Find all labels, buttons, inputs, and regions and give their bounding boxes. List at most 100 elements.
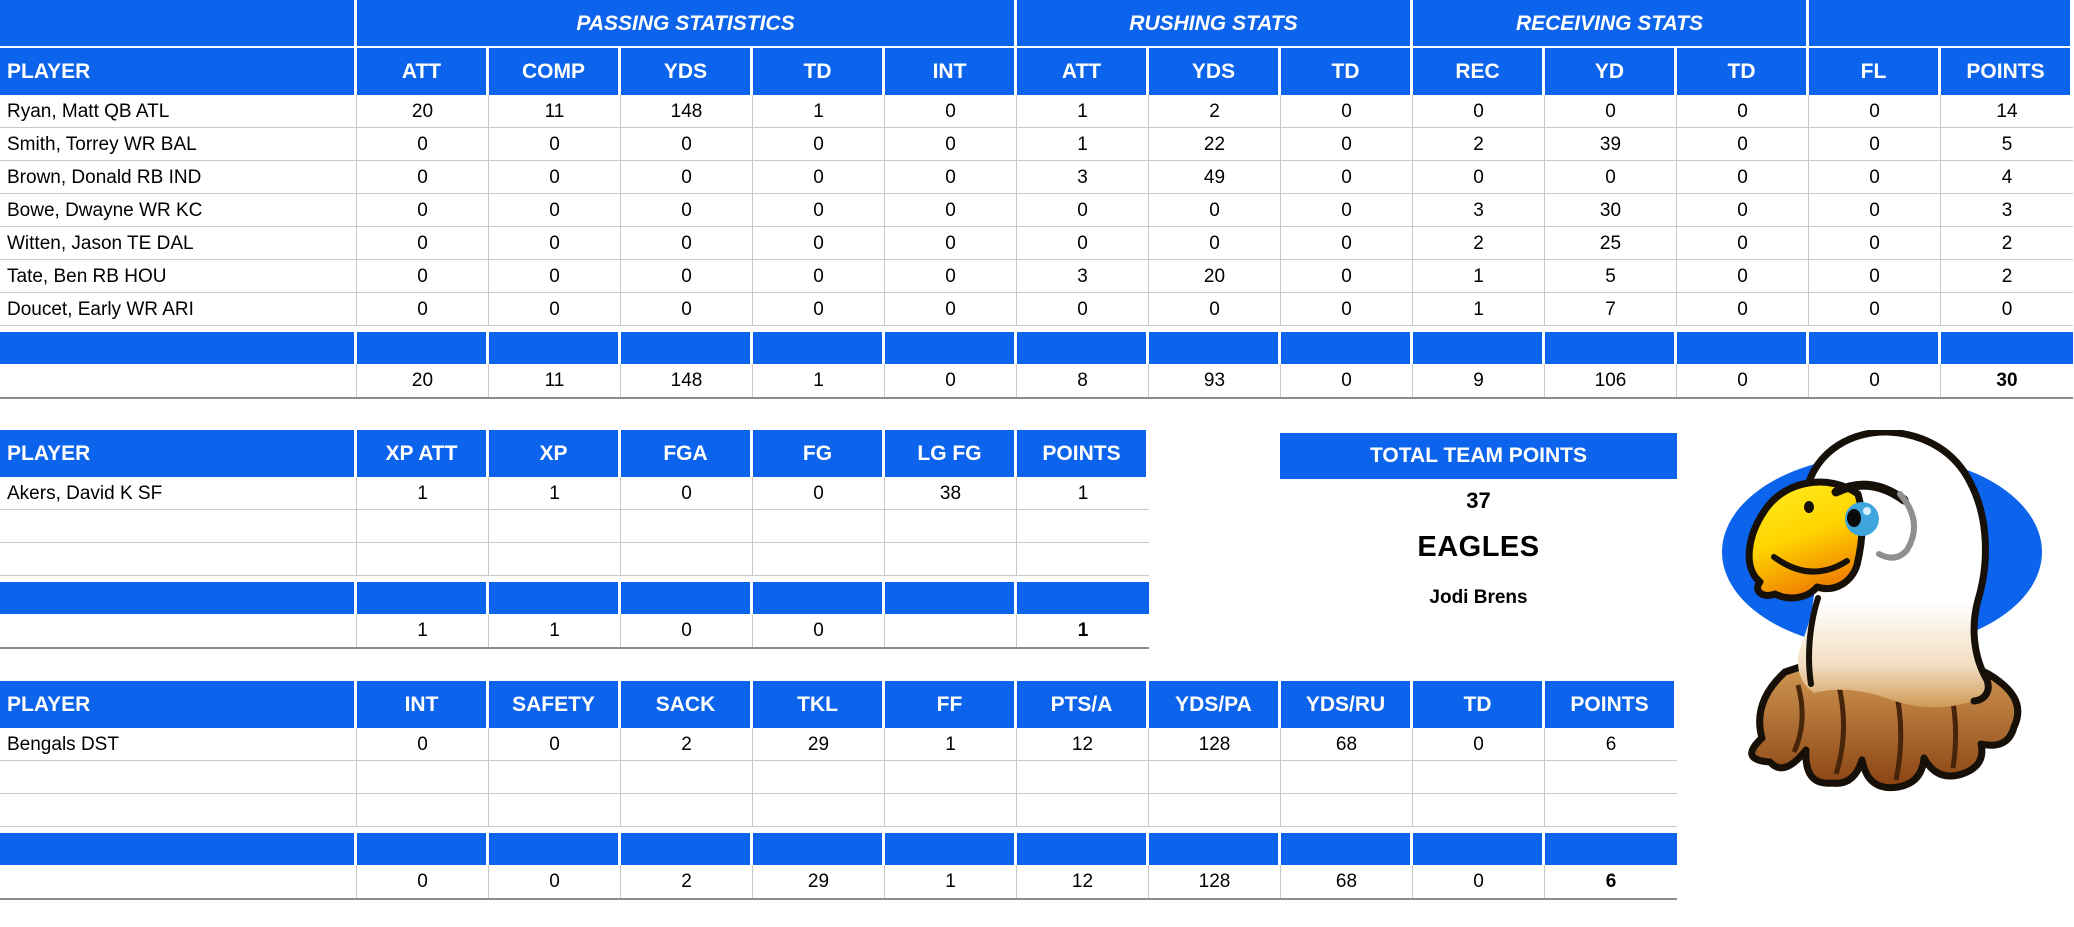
empty-cell xyxy=(489,510,621,543)
stat-cell: 0 xyxy=(357,293,489,326)
column-header: YDS xyxy=(621,48,753,95)
stat-cell: 0 xyxy=(885,161,1017,194)
totals-cell: 1 xyxy=(1077,620,1089,641)
stat-cell: 0 xyxy=(1281,95,1413,128)
stat-cell: 5 xyxy=(1941,128,2073,161)
separator-bar-cell xyxy=(621,833,753,865)
kicker-stats-table: PLAYER XP ATT XP FGA FG LG FG POINTS Akers, Dav… xyxy=(0,430,1149,649)
stat-cell: 2 xyxy=(1413,128,1545,161)
totals-cell: 68 xyxy=(1281,865,1413,898)
totals-cell: 106 xyxy=(1545,364,1677,397)
stat-cell: 0 xyxy=(489,728,621,761)
stat-cell: 0 xyxy=(1677,95,1809,128)
column-header: POINTS xyxy=(1545,681,1677,728)
stat-cell: 0 xyxy=(621,227,753,260)
stat-cell: 49 xyxy=(1149,161,1281,194)
stat-cell: 0 xyxy=(1677,260,1809,293)
stat-cell: 0 xyxy=(753,293,885,326)
stat-cell: 0 xyxy=(621,128,753,161)
stat-cell: 3 xyxy=(1017,260,1149,293)
stat-cell: 0 xyxy=(1281,260,1413,293)
totals-cell: 0 xyxy=(1281,364,1413,397)
stat-cell: 0 xyxy=(1545,95,1677,128)
totals-cell: 0 xyxy=(357,865,489,898)
stat-cell: 0 xyxy=(1941,293,2073,326)
total-team-points-header: TOTAL TEAM POINTS xyxy=(1280,433,1677,479)
player-name-cell: Smith, Torrey WR BAL xyxy=(0,128,357,161)
stat-cell: 2 xyxy=(1149,95,1281,128)
stat-cell: 29 xyxy=(753,728,885,761)
totals-cell: 8 xyxy=(1017,364,1149,397)
eagle-mascot-image xyxy=(1690,428,2074,820)
empty-cell xyxy=(885,510,1017,543)
stat-cell: 0 xyxy=(885,95,1017,128)
stat-cell: 0 xyxy=(1677,293,1809,326)
column-header: YD xyxy=(1545,48,1677,95)
player-name-cell: Ryan, Matt QB ATL xyxy=(0,95,357,128)
stat-cell: 39 xyxy=(1545,128,1677,161)
stat-cell: 2 xyxy=(1941,227,2073,260)
empty-cell xyxy=(489,761,621,794)
stat-cell: 0 xyxy=(1809,95,1941,128)
totals-cell: 29 xyxy=(753,865,885,898)
separator-bar-cell xyxy=(885,833,1017,865)
empty-cell xyxy=(489,794,621,827)
separator-bar-cell xyxy=(489,833,621,865)
stat-cell: 0 xyxy=(1413,728,1545,761)
empty-cell xyxy=(0,794,357,827)
column-header: FG xyxy=(753,430,885,477)
column-header: PLAYER xyxy=(0,681,357,728)
column-header: XP xyxy=(489,430,621,477)
offense-stats-table: PASSING STATISTICS RUSHING STATS RECEIVING… xyxy=(0,0,2073,399)
stat-cell: 2 xyxy=(1941,260,2073,293)
separator-bar-cell xyxy=(357,833,489,865)
separator-bar-cell xyxy=(489,582,621,614)
group-header: PASSING STATISTICS xyxy=(357,0,1017,48)
stat-cell: 0 xyxy=(1149,194,1281,227)
stat-cell: 1 xyxy=(1017,95,1149,128)
stat-cell: 0 xyxy=(489,128,621,161)
stat-cell: 0 xyxy=(1149,227,1281,260)
column-header: TD xyxy=(753,48,885,95)
stat-cell: 0 xyxy=(1017,227,1149,260)
defense-stats-table: PLAYER INT SAFETY SACK TKL FF PTS/A YDS/PA YDS/R… xyxy=(0,681,1677,900)
stat-cell: 0 xyxy=(1413,161,1545,194)
totals-cell: 128 xyxy=(1149,865,1281,898)
stat-cell: 0 xyxy=(1809,260,1941,293)
stat-cell: 0 xyxy=(489,227,621,260)
column-header: XP ATT xyxy=(357,430,489,477)
stat-cell: 0 xyxy=(357,260,489,293)
column-header: COMP xyxy=(489,48,621,95)
empty-cell xyxy=(1413,761,1545,794)
separator-bar-cell xyxy=(1545,332,1677,364)
player-name-cell: Witten, Jason TE DAL xyxy=(0,227,357,260)
stat-cell: 0 xyxy=(357,128,489,161)
stat-cell: 0 xyxy=(1281,161,1413,194)
empty-cell xyxy=(1017,761,1149,794)
group-header: RUSHING STATS xyxy=(1017,0,1413,48)
player-name-cell: Bengals DST xyxy=(0,728,357,761)
empty-cell xyxy=(1017,543,1149,576)
stat-cell: 1 xyxy=(1413,293,1545,326)
stat-cell: 0 xyxy=(885,227,1017,260)
team-owner-name: Jodi Brens xyxy=(1429,587,1528,608)
stat-cell: 0 xyxy=(357,194,489,227)
column-header: POINTS xyxy=(1017,430,1149,477)
stat-cell: 0 xyxy=(885,194,1017,227)
totals-cell: 0 xyxy=(753,614,885,647)
stat-cell: 0 xyxy=(489,161,621,194)
column-header: YDS xyxy=(1149,48,1281,95)
totals-cell xyxy=(885,614,1017,647)
stat-cell: 0 xyxy=(621,293,753,326)
empty-cell xyxy=(621,543,753,576)
stat-cell: 0 xyxy=(357,227,489,260)
stat-cell: 3 xyxy=(1413,194,1545,227)
stat-cell: 0 xyxy=(885,260,1017,293)
empty-cell xyxy=(753,543,885,576)
total-team-points-value: 37 xyxy=(1466,488,1491,513)
totals-blank-cell xyxy=(0,865,357,898)
empty-cell xyxy=(1413,794,1545,827)
empty-cell xyxy=(489,543,621,576)
separator-bar-cell xyxy=(885,332,1017,364)
